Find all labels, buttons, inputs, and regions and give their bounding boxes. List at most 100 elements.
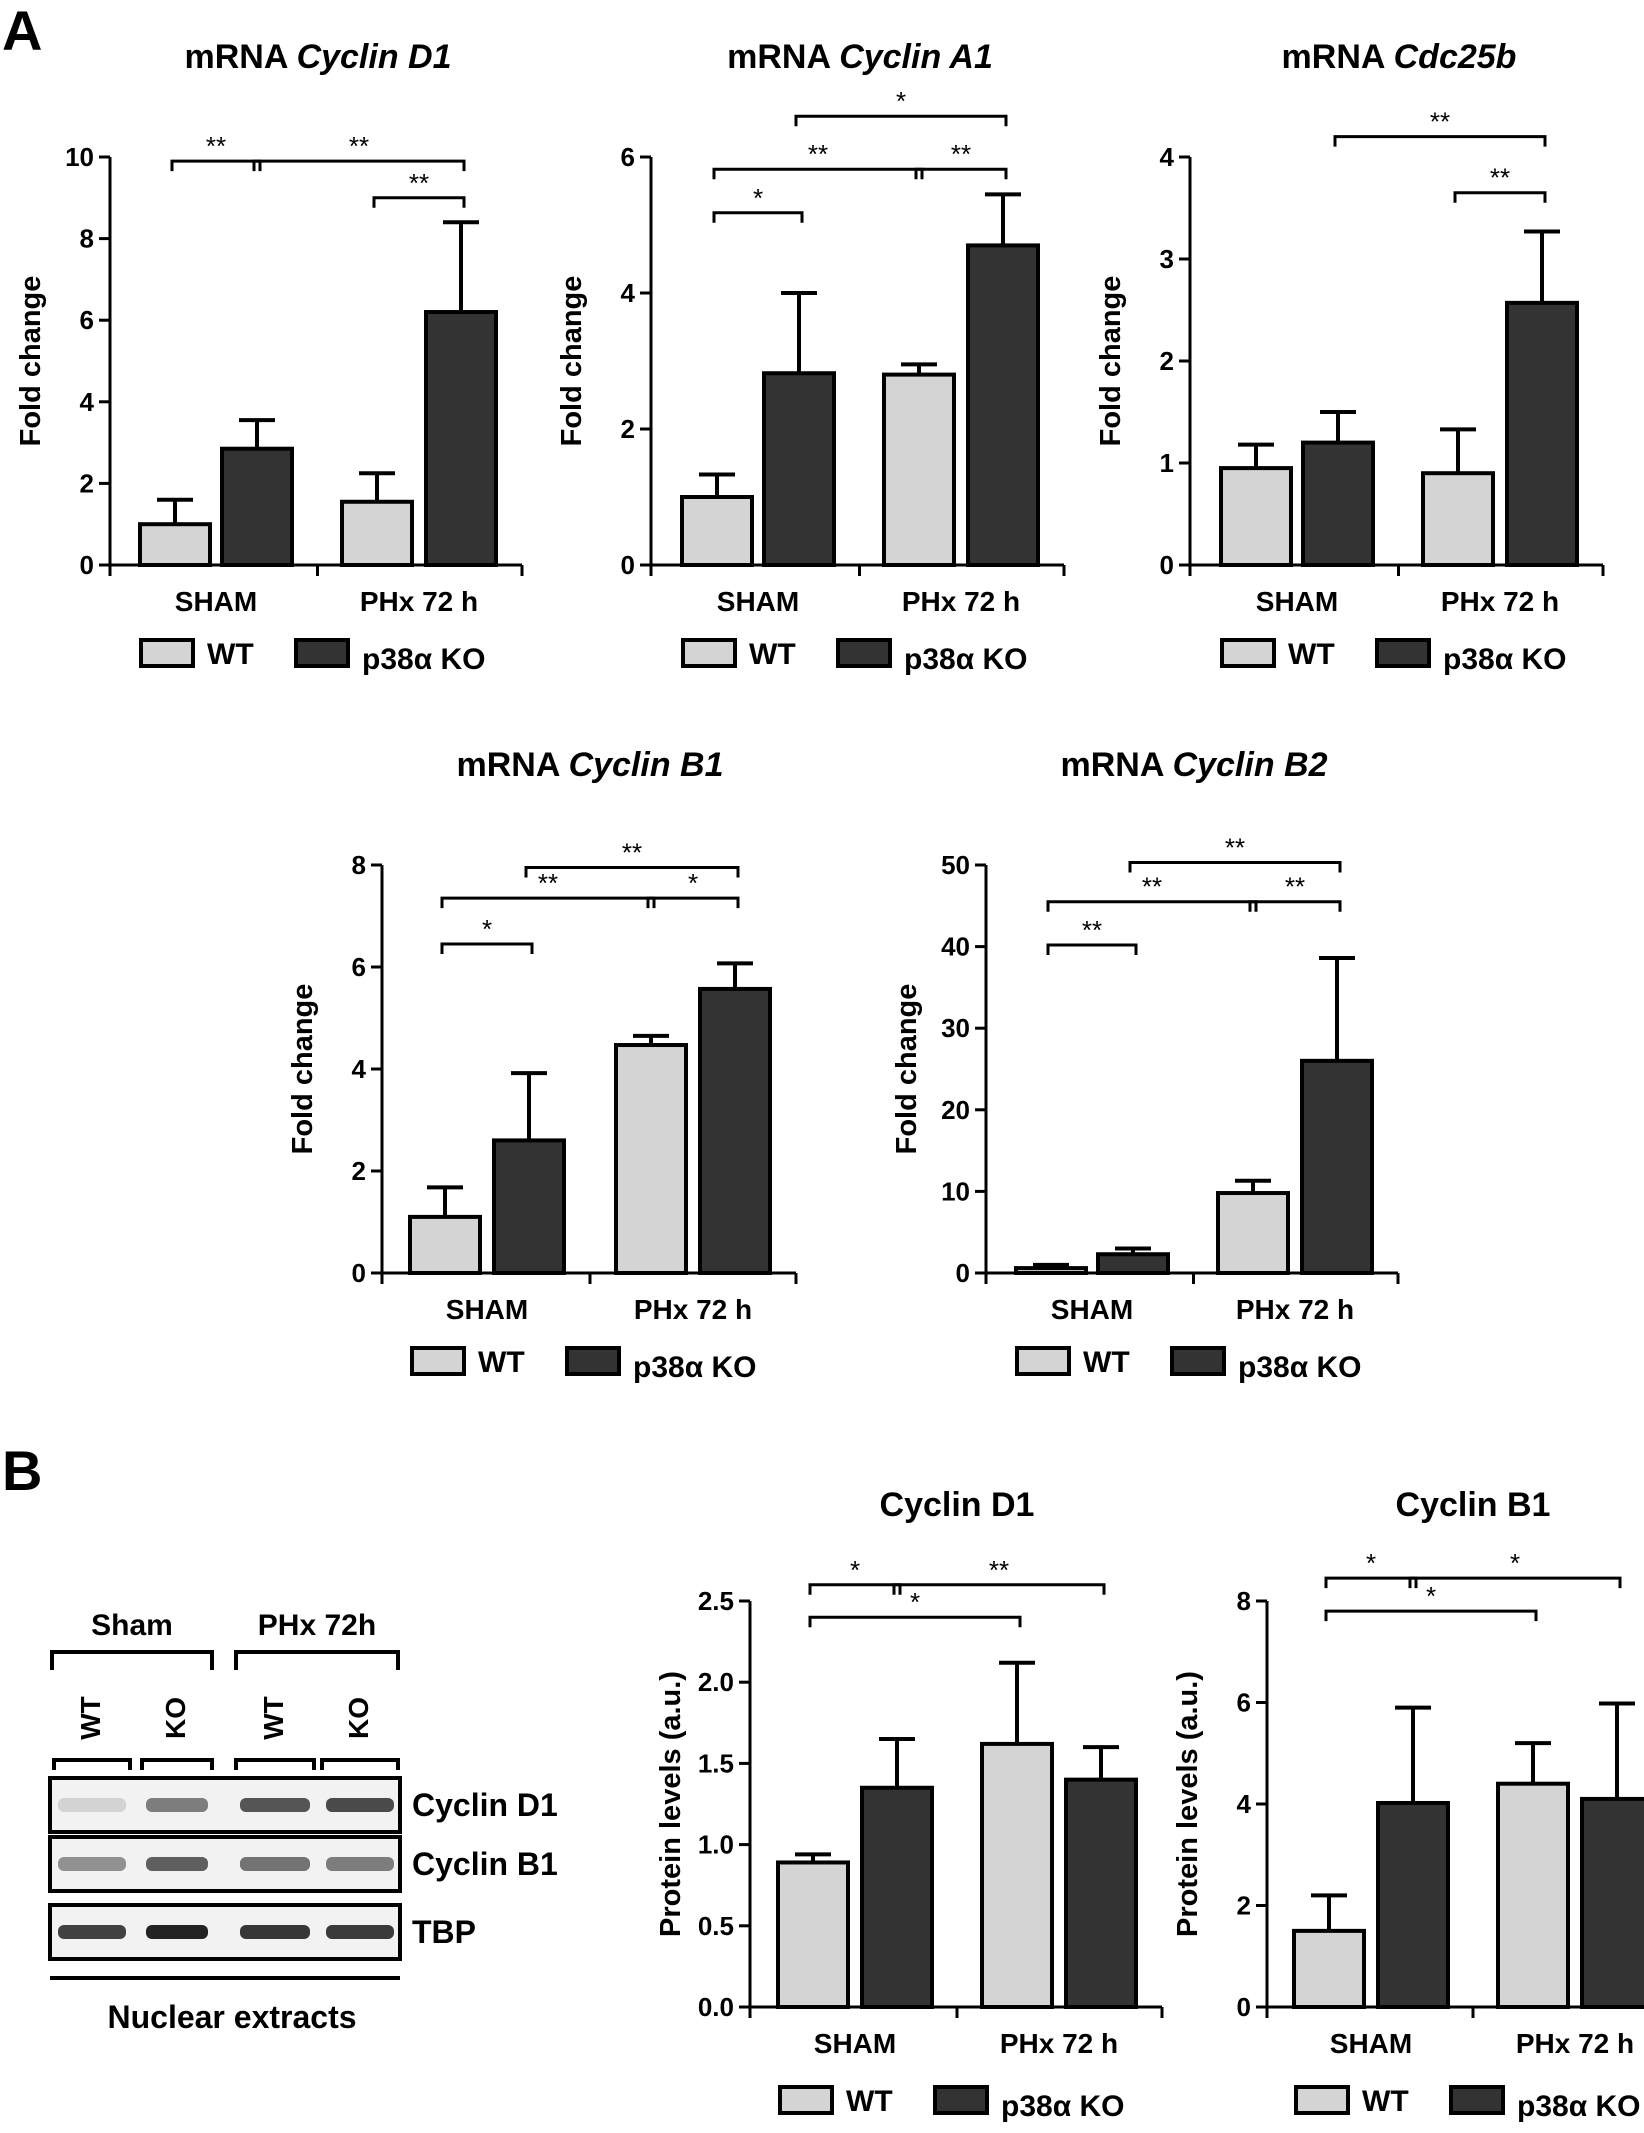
significance-bracket [1128, 861, 1342, 873]
blot-band [146, 1857, 208, 1871]
significance-bracket [892, 1583, 1106, 1595]
significance-bracket [1324, 1609, 1538, 1622]
significance-label: * [1366, 1548, 1376, 1578]
legend-swatch-ko [565, 1346, 621, 1376]
significance-label: ** [1082, 915, 1102, 945]
x-tick-label: SHAM [175, 586, 257, 617]
significance-bracket [440, 942, 534, 955]
y-tick-label: 6 [621, 142, 635, 172]
bar-wt [980, 1741, 1054, 2009]
blot-band [326, 1798, 394, 1812]
significance-label: ** [538, 868, 558, 898]
y-tick-label: 4 [352, 1054, 367, 1084]
x-tick-label: SHAM [1330, 2028, 1412, 2059]
bar-wt [882, 372, 956, 567]
y-tick-label: 2 [621, 414, 635, 444]
blot-band [58, 1925, 126, 1939]
legend-label-wt: WT [846, 2085, 893, 2118]
chart-title: mRNA Cyclin B1 [456, 746, 723, 784]
chart-title: mRNA Cyclin D1 [184, 38, 451, 76]
blot-group-bracket [234, 1650, 400, 1670]
legend-swatch-wt [1220, 638, 1276, 668]
y-tick-label: 50 [941, 850, 970, 880]
y-tick-label: 4 [1160, 142, 1175, 172]
y-tick-label: 10 [941, 1176, 970, 1206]
y-tick-label: 2 [352, 1156, 366, 1186]
legend-label-wt: WT [1288, 638, 1335, 671]
bar-ko [860, 1785, 934, 2010]
chart-title-prefix: mRNA [1282, 38, 1394, 76]
significance-label: * [688, 868, 698, 898]
y-axis-label: Fold change [1095, 276, 1127, 447]
bar-wt [1219, 466, 1293, 568]
legend-swatch-ko [1449, 2085, 1505, 2115]
bar-wt [138, 522, 212, 568]
y-axis-label: Fold change [287, 984, 319, 1155]
y-tick-label: 0 [80, 550, 94, 580]
bar-ko [1301, 440, 1375, 568]
blot-lane-bracket [140, 1758, 214, 1770]
chart-title-gene: Cdc25b [1394, 38, 1517, 76]
bar-ko [424, 310, 498, 568]
y-tick-label: 4 [80, 387, 95, 417]
y-tick-label: 0.0 [698, 1992, 734, 2022]
y-axis-label: Fold change [556, 276, 588, 447]
panel-label-b: B [2, 1439, 42, 1502]
y-tick-label: 2 [1160, 346, 1174, 376]
significance-label: * [1426, 1581, 1436, 1611]
x-tick-label: SHAM [717, 586, 799, 617]
legend-swatch-ko [836, 638, 892, 668]
significance-bracket [524, 866, 740, 878]
chart-title: mRNA Cdc25b [1282, 38, 1517, 76]
chart-2: mRNA Cyclin A1 0 2 4 6 Fold change SHAM PHx 72 … [556, 38, 1066, 676]
legend-swatch-ko [1375, 638, 1431, 668]
significance-label: ** [1225, 833, 1245, 863]
blot-band [58, 1857, 126, 1871]
x-tick-label: SHAM [1051, 1294, 1133, 1325]
blot-lane-label: KO [343, 1697, 374, 1739]
bar-wt [776, 1860, 850, 2009]
blot-lane-label: WT [75, 1696, 106, 1740]
legend-label-ko: p38α KO [1517, 2090, 1640, 2123]
legend-label-ko: p38α KO [1443, 643, 1566, 676]
y-tick-label: 4 [1237, 1789, 1252, 1819]
chart-7: Cyclin B1 0 2 4 6 8 Protein levels (a.u.) SHAM P… [1172, 1486, 1644, 2123]
legend-label-ko: p38α KO [1001, 2090, 1124, 2123]
blot-lane-label: KO [160, 1697, 191, 1739]
y-tick-label: 0 [1160, 550, 1174, 580]
chart-title-gene: Cyclin B1 [569, 746, 724, 784]
y-tick-label: 20 [941, 1095, 970, 1125]
blot-lane-label: WT [258, 1696, 289, 1740]
chart-6: Cyclin D1 0.0 0.5 1.0 1.5 2.0 2.5 Protein level… [655, 1486, 1164, 2123]
chart-1: mRNA Cyclin D1 0 2 4 6 8 10 Fold change SHAM PHx … [15, 38, 524, 676]
legend-swatch-ko [294, 638, 350, 668]
significance-label: ** [1142, 872, 1162, 902]
bar-wt [408, 1214, 482, 1276]
significance-label: * [896, 86, 906, 116]
x-tick-label: PHx 72 h [1236, 1294, 1354, 1325]
y-axis-label: Fold change [891, 984, 923, 1155]
y-axis-label: Fold change [15, 276, 47, 447]
blot-band-label: Cyclin D1 [412, 1787, 558, 1823]
y-axis-label: Protein levels (a.u.) [655, 1671, 687, 1937]
legend-label-ko: p38α KO [362, 643, 485, 676]
y-tick-label: 2 [80, 468, 94, 498]
chart-title-prefix: mRNA [184, 38, 296, 76]
blot-lane-bracket [52, 1758, 132, 1770]
y-tick-label: 0.5 [698, 1911, 734, 1941]
y-tick-label: 0 [1237, 1992, 1251, 2022]
significance-label: * [910, 1587, 920, 1617]
chart-title-prefix: mRNA [456, 746, 568, 784]
significance-bracket [1046, 943, 1138, 955]
significance-bracket [1333, 135, 1547, 147]
chart-title-gene: Cyclin D1 [297, 38, 452, 76]
blot-group-bracket [50, 1650, 214, 1670]
blot-lane-bracket [320, 1758, 400, 1770]
bar-ko [1505, 300, 1579, 567]
chart-title: Cyclin D1 [880, 1486, 1035, 1524]
bar-ko [1064, 1777, 1138, 2010]
legend-label-wt: WT [1083, 1346, 1130, 1379]
significance-label: ** [622, 838, 642, 868]
blot-band-label: TBP [412, 1914, 476, 1950]
legend-swatch-ko [1170, 1346, 1226, 1376]
